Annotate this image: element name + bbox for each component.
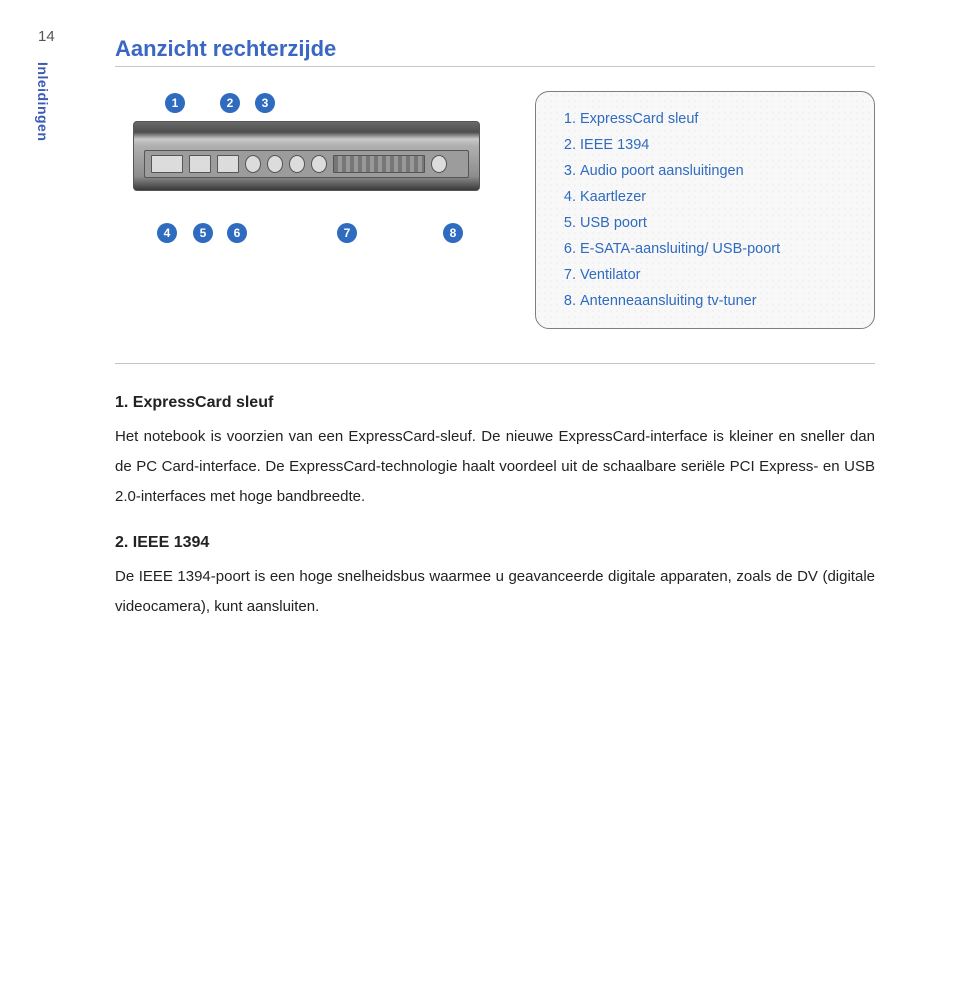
callout-6: 6 [227, 223, 247, 243]
side-tab-label: Inleidingen [35, 62, 51, 141]
section-body-1: Het notebook is voorzien van een Express… [115, 422, 875, 512]
page-container: 14 Inleidingen Aanzicht rechterzijde 1 2… [0, 0, 960, 1003]
top-block: 1 2 3 4 5 6 7 8 [115, 91, 875, 329]
legend-item: Kaartlezer [580, 184, 854, 210]
port-ventilator-grille [333, 155, 425, 173]
section-body-2: De IEEE 1394-poort is een hoge snelheids… [115, 562, 875, 622]
section-head-2: 2. IEEE 1394 [115, 534, 875, 552]
legend-box: ExpressCard sleuf IEEE 1394 Audio poort … [535, 91, 875, 329]
laptop-side-diagram: 1 2 3 4 5 6 7 8 [115, 91, 495, 191]
callout-4: 4 [157, 223, 177, 243]
legend-item: Ventilator [580, 262, 854, 288]
legend-item: Audio poort aansluitingen [580, 158, 854, 184]
port-audio [217, 155, 239, 173]
port-jack-1 [245, 155, 261, 173]
callout-5: 5 [193, 223, 213, 243]
callout-7: 7 [337, 223, 357, 243]
port-row [144, 150, 469, 178]
legend-item: USB poort [580, 210, 854, 236]
callout-3: 3 [255, 93, 275, 113]
port-expresscard [151, 155, 183, 173]
legend-item: IEEE 1394 [580, 132, 854, 158]
port-jack-4 [311, 155, 327, 173]
page-number: 14 [38, 28, 55, 45]
port-antenna [431, 155, 447, 173]
port-jack-3 [289, 155, 305, 173]
callout-8: 8 [443, 223, 463, 243]
title-rule [115, 66, 875, 67]
legend-item: Antenneaansluiting tv-tuner [580, 288, 854, 314]
callout-2: 2 [220, 93, 240, 113]
legend-list: ExpressCard sleuf IEEE 1394 Audio poort … [562, 106, 854, 314]
port-jack-2 [267, 155, 283, 173]
callout-1: 1 [165, 93, 185, 113]
section-head-1: 1. ExpressCard sleuf [115, 394, 875, 412]
section-divider [115, 363, 875, 364]
page-title: Aanzicht rechterzijde [115, 36, 875, 62]
legend-item: E-SATA-aansluiting/ USB-poort [580, 236, 854, 262]
legend-item: ExpressCard sleuf [580, 106, 854, 132]
laptop-side-view [133, 121, 480, 191]
port-ieee1394 [189, 155, 211, 173]
